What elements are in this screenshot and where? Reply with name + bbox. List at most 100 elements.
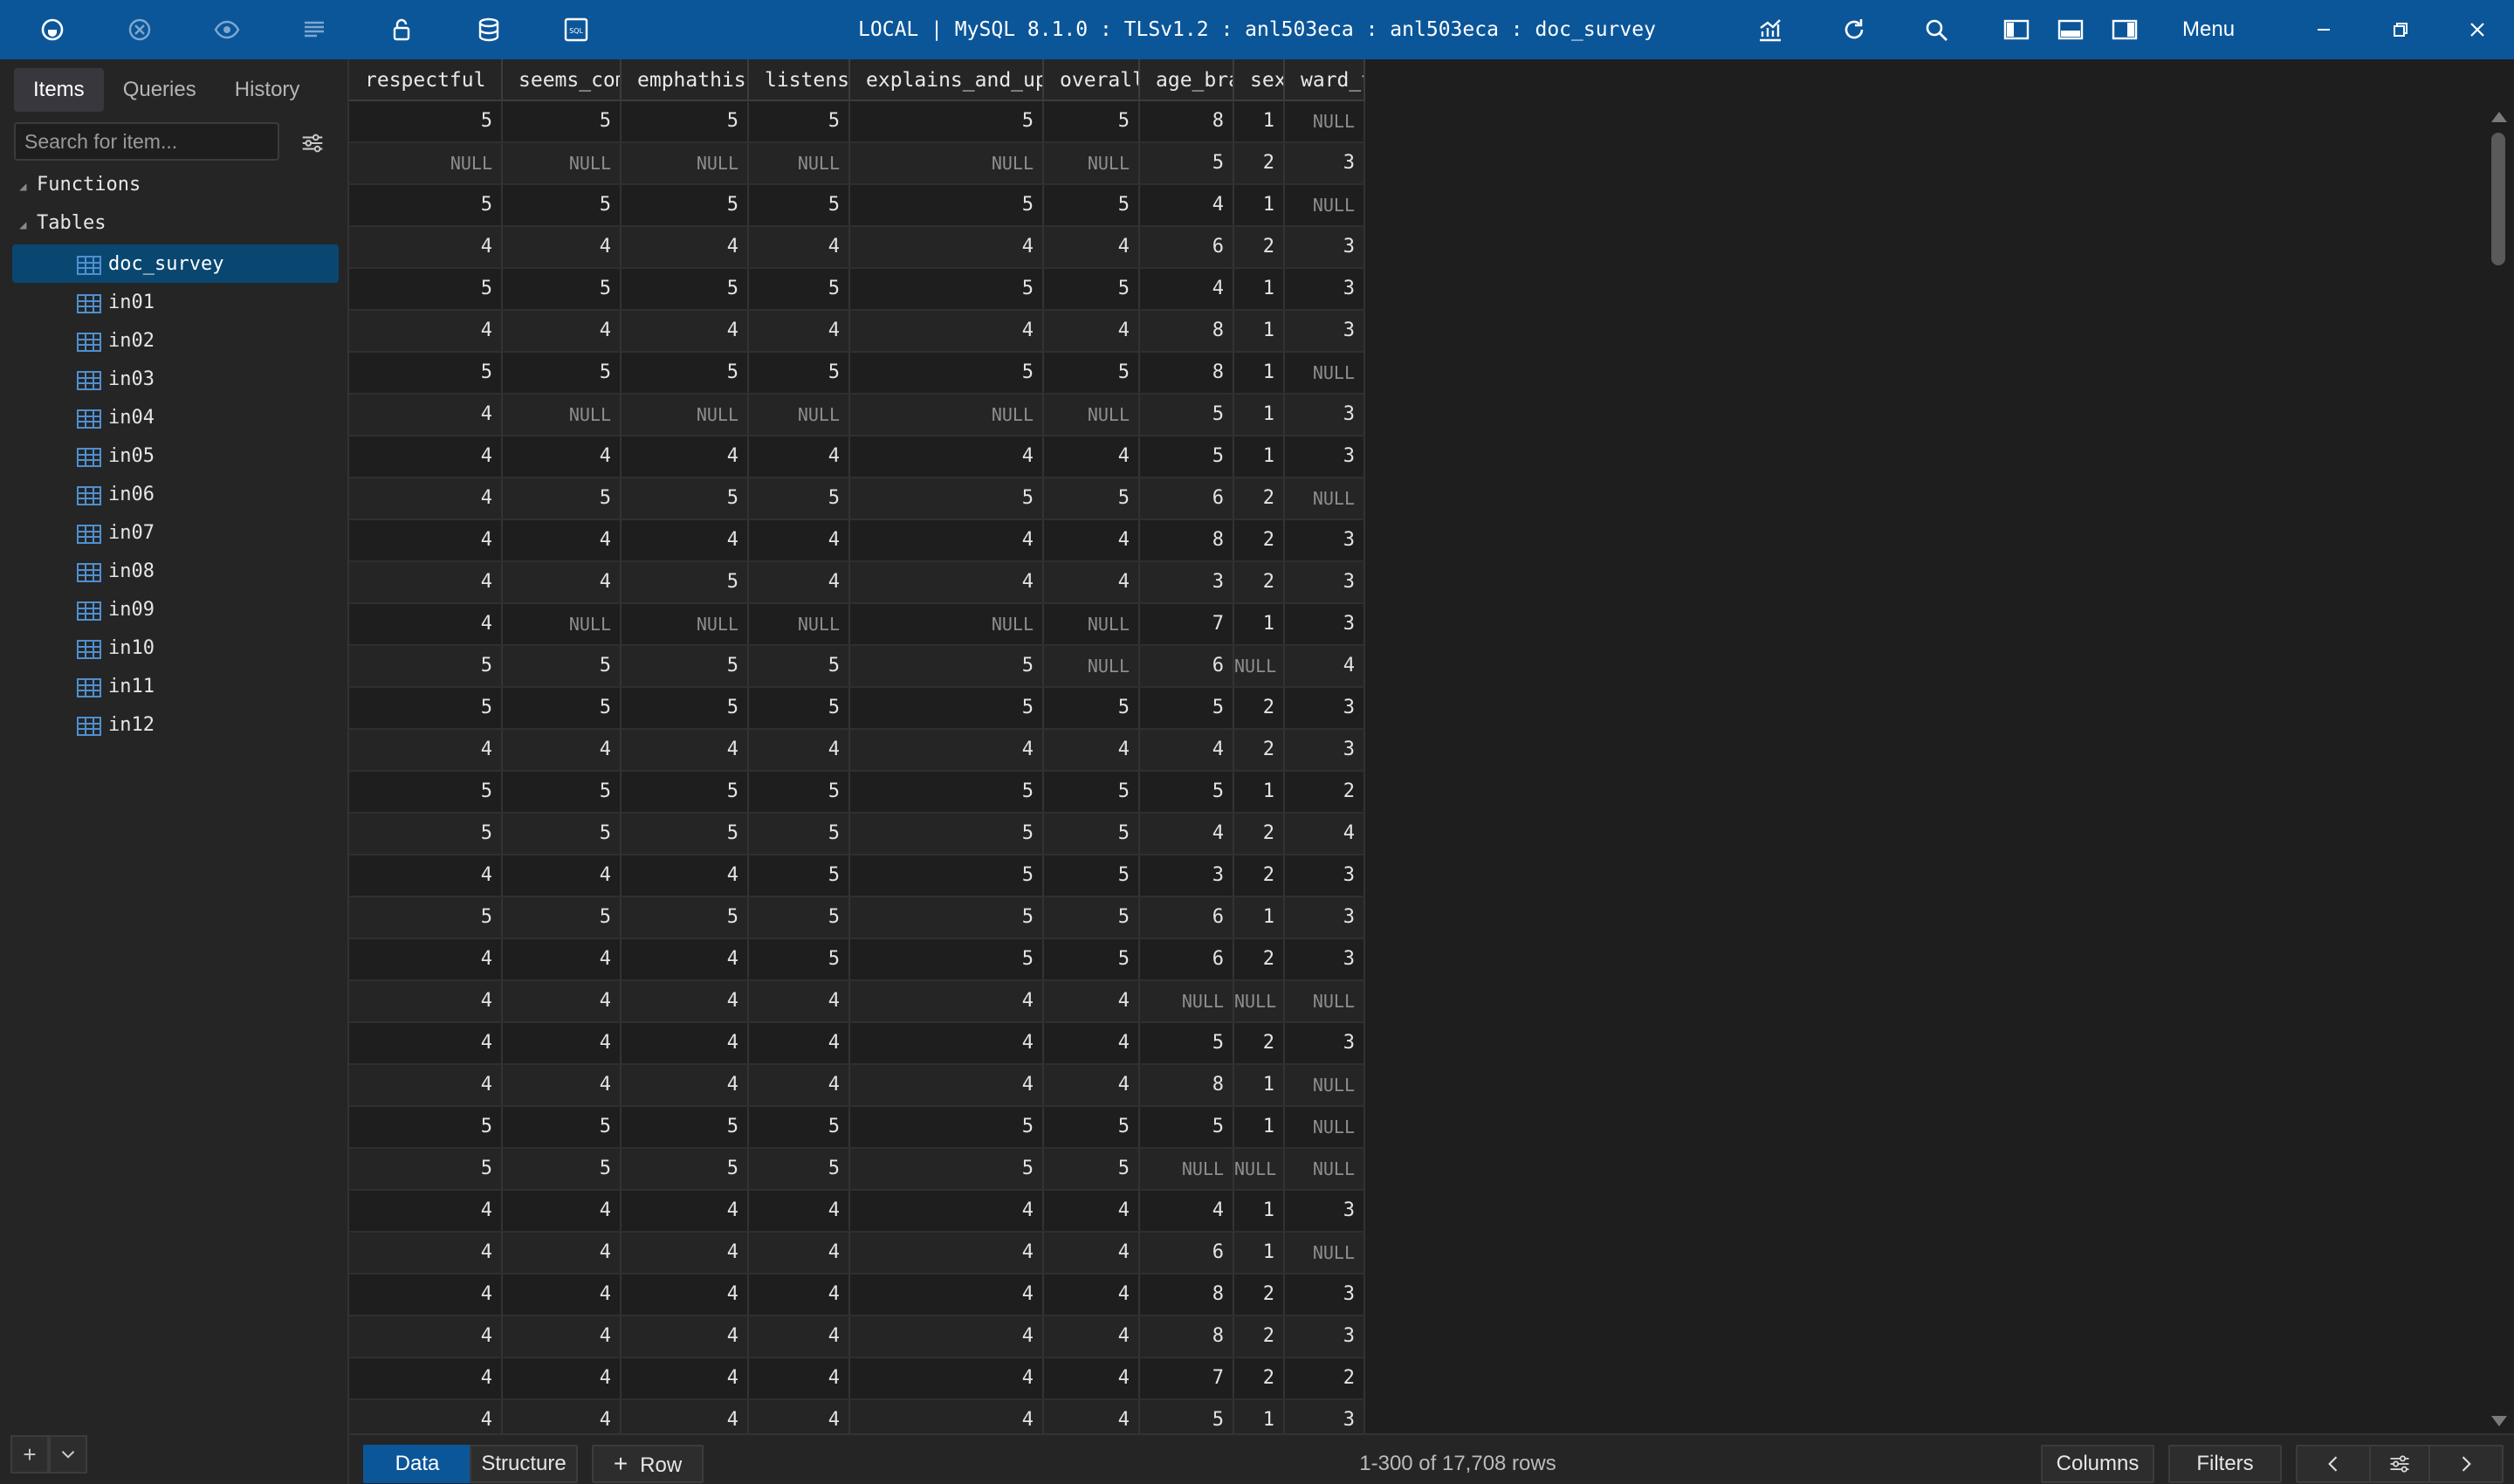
- sidebar-item-in12[interactable]: in12: [12, 705, 339, 744]
- table-cell[interactable]: 4: [850, 981, 1044, 1021]
- table-cell[interactable]: 2: [1234, 1316, 1285, 1357]
- table-cell[interactable]: 4: [1285, 646, 1365, 686]
- table-cell[interactable]: 3: [1285, 1274, 1365, 1315]
- sidebar-item-in06[interactable]: in06: [12, 475, 339, 513]
- table-cell[interactable]: 4: [503, 1023, 622, 1063]
- table-cell[interactable]: 5: [622, 1149, 749, 1189]
- table-cell[interactable]: 4: [349, 311, 503, 351]
- table-cell[interactable]: 4: [850, 1400, 1044, 1433]
- table-cell[interactable]: 3: [1285, 855, 1365, 896]
- sidebar-item-in02[interactable]: in02: [12, 321, 339, 360]
- sidebar-item-in11[interactable]: in11: [12, 667, 339, 705]
- table-cell[interactable]: 4: [349, 730, 503, 770]
- table-cell[interactable]: NULL: [622, 143, 749, 183]
- table-cell[interactable]: 3: [1285, 227, 1365, 267]
- table-cell[interactable]: 4: [503, 1233, 622, 1273]
- table-cell[interactable]: 1: [1234, 269, 1285, 309]
- table-cell[interactable]: 4: [349, 1191, 503, 1231]
- table-cell[interactable]: 4: [850, 1316, 1044, 1357]
- table-cell[interactable]: 5: [503, 353, 622, 393]
- table-cell[interactable]: 2: [1234, 814, 1285, 854]
- table-cell[interactable]: 4: [503, 1358, 622, 1398]
- table-cell[interactable]: 5: [850, 1149, 1044, 1189]
- table-cell[interactable]: 4: [850, 227, 1044, 267]
- table-cell[interactable]: 5: [850, 855, 1044, 896]
- table-cell[interactable]: NULL: [503, 395, 622, 435]
- table-row[interactable]: 5 5 5 5 5 5 8 1 NULL: [349, 101, 1365, 143]
- menu-button[interactable]: Menu: [2182, 17, 2236, 41]
- table-cell[interactable]: 4: [1140, 814, 1234, 854]
- table-cell[interactable]: 5: [349, 101, 503, 141]
- table-cell[interactable]: 4: [349, 1274, 503, 1315]
- table-cell[interactable]: 4: [503, 1400, 622, 1433]
- table-cell[interactable]: 5: [1140, 395, 1234, 435]
- table-cell[interactable]: 1: [1234, 897, 1285, 938]
- table-cell[interactable]: 2: [1234, 855, 1285, 896]
- table-cell[interactable]: 4: [503, 981, 622, 1021]
- table-cell[interactable]: 4: [349, 855, 503, 896]
- table-cell[interactable]: 5: [850, 353, 1044, 393]
- table-row[interactable]: 4 4 4 4 4 4 NULL NULL NULL: [349, 981, 1365, 1023]
- column-header-emphathises-well[interactable]: emphathises_well: [622, 59, 749, 101]
- table-cell[interactable]: 3: [1285, 436, 1365, 477]
- table-cell[interactable]: 2: [1234, 730, 1285, 770]
- table-cell[interactable]: NULL: [1285, 1233, 1365, 1273]
- table-cell[interactable]: 5: [1044, 814, 1140, 854]
- sidebar-item-in04[interactable]: in04: [12, 398, 339, 436]
- table-cell[interactable]: 5: [850, 101, 1044, 141]
- table-cell[interactable]: 5: [503, 646, 622, 686]
- table-cell[interactable]: 3: [1285, 1400, 1365, 1433]
- table-cell[interactable]: 8: [1140, 311, 1234, 351]
- table-cell[interactable]: 4: [749, 562, 850, 602]
- table-cell[interactable]: 1: [1234, 1065, 1285, 1105]
- table-cell[interactable]: 4: [749, 311, 850, 351]
- table-cell[interactable]: 4: [349, 1065, 503, 1105]
- table-cell[interactable]: 4: [850, 1065, 1044, 1105]
- table-cell[interactable]: 4: [1044, 1023, 1140, 1063]
- table-cell[interactable]: 5: [1044, 855, 1140, 896]
- table-cell[interactable]: NULL: [1234, 1149, 1285, 1189]
- table-cell[interactable]: 5: [622, 646, 749, 686]
- table-cell[interactable]: 1: [1234, 604, 1285, 644]
- table-cell[interactable]: 5: [749, 814, 850, 854]
- column-header-seems-competent[interactable]: seems_competent: [503, 59, 622, 101]
- add-icon[interactable]: +: [10, 1435, 49, 1474]
- tab-items[interactable]: Items: [14, 68, 104, 112]
- table-cell[interactable]: 3: [1285, 939, 1365, 979]
- table-cell[interactable]: 5: [503, 814, 622, 854]
- prev-page-icon[interactable]: [2296, 1445, 2371, 1483]
- table-cell[interactable]: 3: [1285, 688, 1365, 728]
- table-cell[interactable]: 5: [622, 688, 749, 728]
- tree-group-tables[interactable]: ◢ Tables: [19, 206, 106, 241]
- table-cell[interactable]: 4: [349, 1358, 503, 1398]
- table-cell[interactable]: NULL: [1140, 981, 1234, 1021]
- table-cell[interactable]: 1: [1234, 1400, 1285, 1433]
- table-cell[interactable]: 1: [1234, 772, 1285, 812]
- table-cell[interactable]: 4: [1044, 1233, 1140, 1273]
- table-cell[interactable]: 4: [1044, 1274, 1140, 1315]
- column-header-explains-and-updates-well[interactable]: explains_and_updates_well: [850, 59, 1044, 101]
- table-row[interactable]: 4 NULL NULL NULL NULL NULL 7 1 3: [349, 604, 1365, 646]
- table-cell[interactable]: 8: [1140, 353, 1234, 393]
- scroll-down-icon[interactable]: [2491, 1416, 2507, 1426]
- table-cell[interactable]: 5: [349, 814, 503, 854]
- add-row-button[interactable]: + Row: [592, 1445, 704, 1483]
- table-cell[interactable]: 5: [749, 353, 850, 393]
- table-cell[interactable]: 5: [622, 185, 749, 225]
- table-cell[interactable]: NULL: [503, 604, 622, 644]
- table-cell[interactable]: 1: [1234, 395, 1285, 435]
- table-cell[interactable]: 2: [1285, 1358, 1365, 1398]
- table-cell[interactable]: 5: [850, 1107, 1044, 1147]
- scrollbar-thumb[interactable]: [2491, 133, 2505, 265]
- table-cell[interactable]: NULL: [749, 395, 850, 435]
- table-cell[interactable]: 5: [1044, 478, 1140, 519]
- table-cell[interactable]: 4: [1044, 1358, 1140, 1398]
- table-cell[interactable]: 5: [1140, 1400, 1234, 1433]
- sidebar-item-in10[interactable]: in10: [12, 629, 339, 667]
- table-cell[interactable]: 3: [1285, 143, 1365, 183]
- table-cell[interactable]: 4: [349, 981, 503, 1021]
- table-cell[interactable]: 4: [749, 227, 850, 267]
